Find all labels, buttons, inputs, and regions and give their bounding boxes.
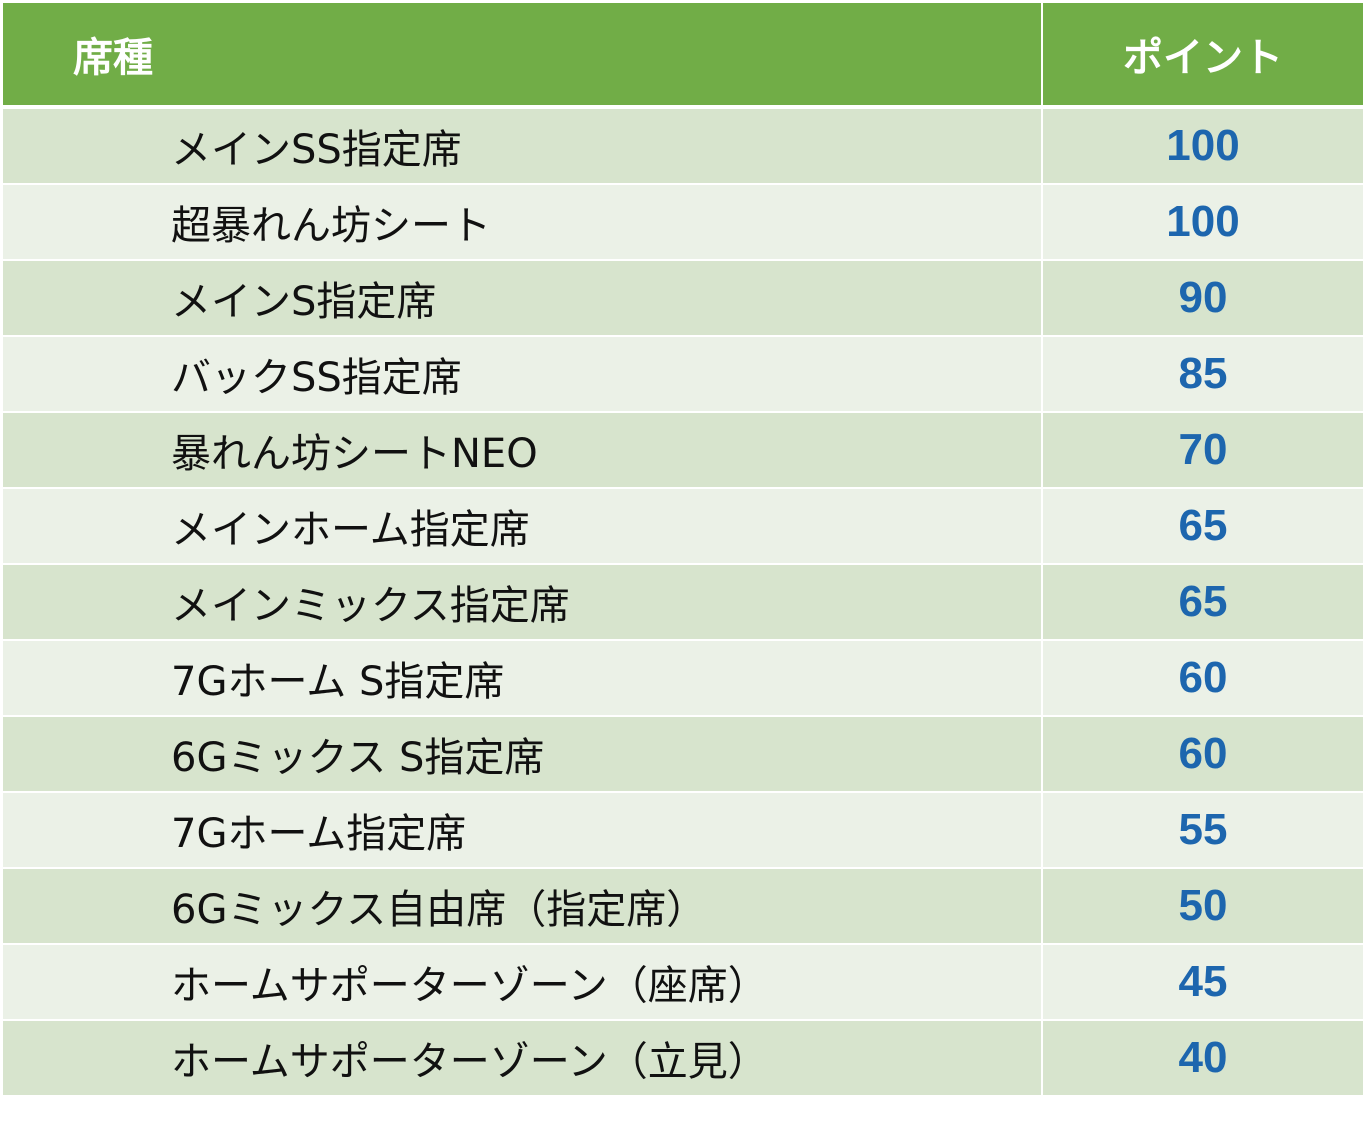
- points-cell: 60: [1178, 653, 1228, 702]
- points-cell: 65: [1178, 577, 1228, 626]
- table-header: 席種 ポイント: [3, 3, 1363, 109]
- seat-type-cell: 暴れん坊シートNEO: [3, 413, 1043, 487]
- points-cell: 50: [1178, 881, 1228, 930]
- table-row: 超暴れん坊シート 100: [3, 185, 1363, 261]
- table-row: 7Gホーム S指定席 60: [3, 641, 1363, 717]
- seat-type-cell: 6Gミックス S指定席: [3, 717, 1043, 791]
- points-cell: 70: [1178, 425, 1228, 474]
- seat-type-cell: バックSS指定席: [3, 337, 1043, 411]
- points-cell: 40: [1178, 1033, 1228, 1082]
- points-cell: 90: [1178, 273, 1228, 322]
- table-row: 暴れん坊シートNEO 70: [3, 413, 1363, 489]
- points-cell: 100: [1166, 121, 1240, 170]
- seat-type-cell: ホームサポーターゾーン（立見）: [3, 1021, 1043, 1095]
- table-row: 7Gホーム指定席 55: [3, 793, 1363, 869]
- seat-points-table: 席種 ポイント メインSS指定席 100 超暴れん坊シート 100 メインS指定席 90 バ…: [3, 3, 1363, 1097]
- header-seat-type: 席種: [3, 3, 1043, 105]
- table-body: メインSS指定席 100 超暴れん坊シート 100 メインS指定席 90 バックSS指定席 8…: [3, 109, 1363, 1097]
- seat-type-cell: 7Gホーム S指定席: [3, 641, 1043, 715]
- table-row: 6Gミックス S指定席 60: [3, 717, 1363, 793]
- table-row: メインホーム指定席 65: [3, 489, 1363, 565]
- seat-type-cell: メインミックス指定席: [3, 565, 1043, 639]
- points-cell: 100: [1166, 197, 1240, 246]
- points-cell: 85: [1178, 349, 1228, 398]
- seat-type-cell: 6Gミックス自由席（指定席）: [3, 869, 1043, 943]
- seat-type-cell: ホームサポーターゾーン（座席）: [3, 945, 1043, 1019]
- seat-type-cell: 超暴れん坊シート: [3, 185, 1043, 259]
- table-row: 6Gミックス自由席（指定席） 50: [3, 869, 1363, 945]
- points-cell: 45: [1178, 957, 1228, 1006]
- table-row: メインS指定席 90: [3, 261, 1363, 337]
- seat-type-cell: メインホーム指定席: [3, 489, 1043, 563]
- table-row: バックSS指定席 85: [3, 337, 1363, 413]
- seat-type-cell: メインSS指定席: [3, 109, 1043, 183]
- table-row: メインSS指定席 100: [3, 109, 1363, 185]
- points-cell: 60: [1178, 729, 1228, 778]
- points-cell: 65: [1178, 501, 1228, 550]
- table-row: ホームサポーターゾーン（座席） 45: [3, 945, 1363, 1021]
- table-row: メインミックス指定席 65: [3, 565, 1363, 641]
- seat-type-cell: 7Gホーム指定席: [3, 793, 1043, 867]
- points-cell: 55: [1178, 805, 1228, 854]
- table-row: ホームサポーターゾーン（立見） 40: [3, 1021, 1363, 1097]
- seat-type-cell: メインS指定席: [3, 261, 1043, 335]
- header-points: ポイント: [1123, 35, 1283, 81]
